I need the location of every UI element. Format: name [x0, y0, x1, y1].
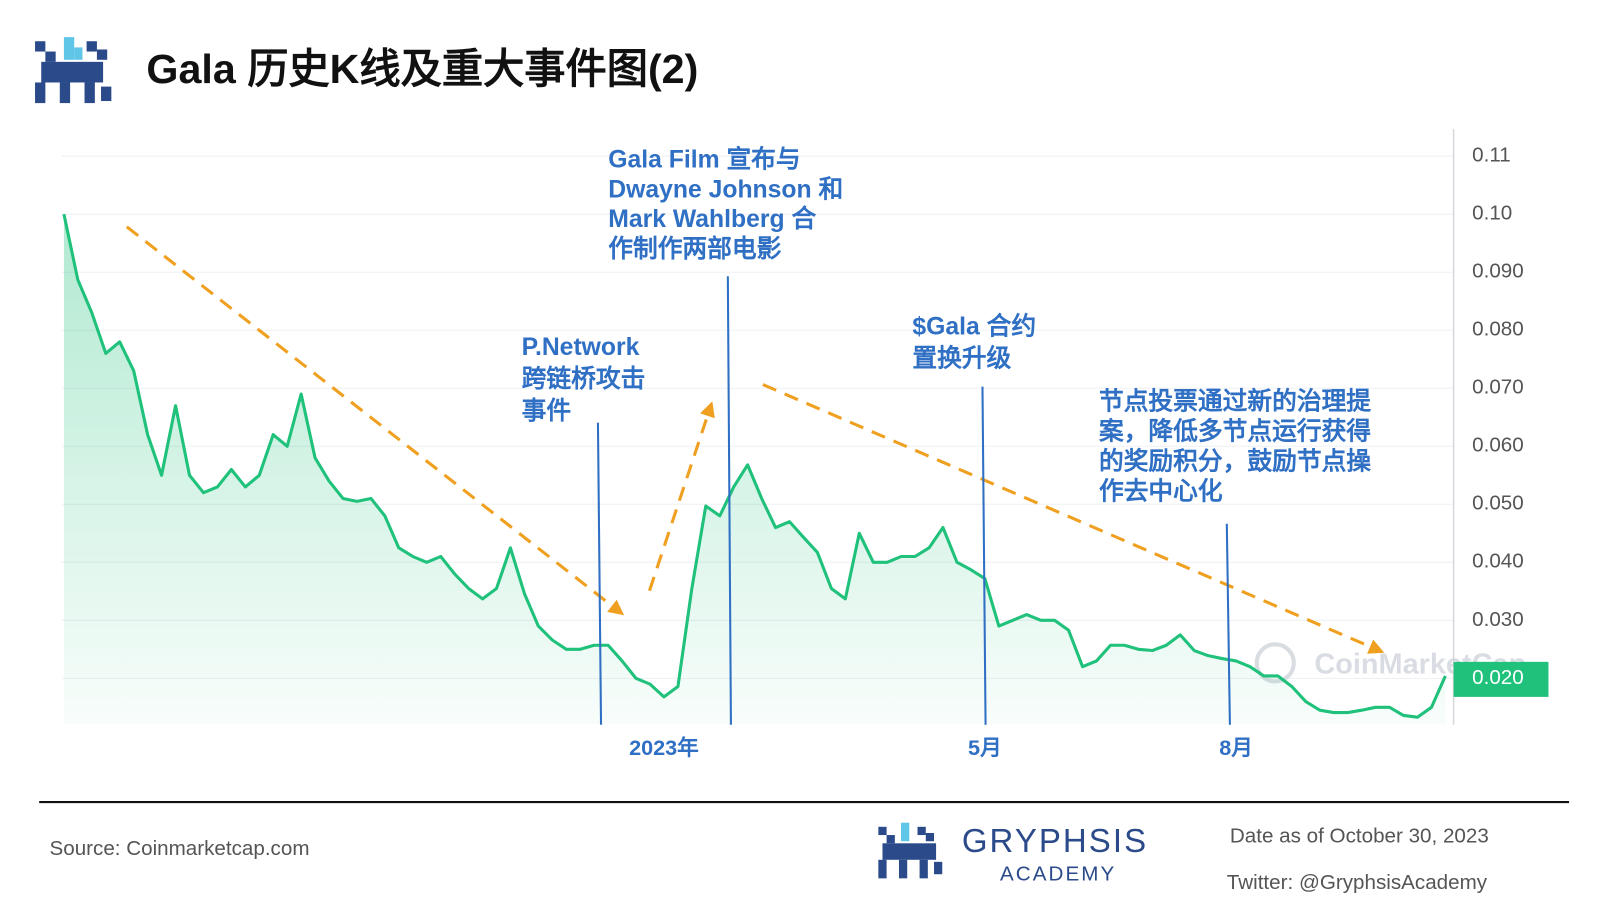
event-text: P.Network: [522, 334, 640, 361]
x-tick-label: 2023年: [629, 735, 699, 760]
brand: GRYPHSIS: [962, 822, 1148, 859]
event-text: 的奖励积分，鼓励节点操: [1099, 446, 1371, 475]
event-text: Mark Wahlberg 合: [608, 204, 816, 233]
logo: [35, 37, 112, 104]
trend-arrow: [648, 401, 715, 592]
event-line: [726, 276, 732, 725]
area-fill: [63, 214, 1446, 725]
event-line: [981, 386, 987, 725]
price-badge: [1453, 661, 1549, 697]
y-tick-label: 0.020: [1472, 666, 1524, 689]
event-line: [1225, 523, 1231, 725]
source: Source: Coinmarketcap.com: [49, 837, 309, 860]
event-text: 节点投票通过新的治理提: [1099, 387, 1371, 416]
x-tick-label: 8月: [1219, 735, 1253, 760]
twitter: Twitter: @GryphsisAcademy: [1227, 871, 1488, 894]
footer-logo: [878, 822, 943, 879]
event-line: [596, 422, 603, 725]
event-text: 跨链桥攻击: [522, 364, 646, 393]
trend-arrow: [762, 383, 1385, 654]
event-text: 案，降低多节点运行获得: [1098, 417, 1371, 446]
trend-arrow: [125, 225, 625, 616]
slide-title: Gala 历史K线及重大事件图(2): [146, 46, 698, 92]
y-tick-label: 0.11: [1472, 144, 1511, 167]
y-tick-label: 0.10: [1472, 202, 1512, 225]
y-tick-label: 0.070: [1472, 376, 1524, 399]
price-line: [62, 213, 1447, 719]
event-text: Gala Film 宣布与: [608, 144, 800, 173]
y-tick-label: 0.050: [1472, 492, 1524, 515]
y-tick-label: 0.040: [1472, 550, 1524, 573]
y-tick-label: 0.060: [1472, 434, 1524, 457]
event-text: Dwayne Johnson 和: [608, 175, 843, 203]
event-text: $Gala 合约: [912, 311, 1036, 340]
event-text: 事件: [522, 397, 572, 425]
event-text: 作制作两部电影: [608, 234, 781, 263]
x-tick-label: 5月: [968, 735, 1002, 760]
event-text: 作去中心化: [1099, 476, 1223, 505]
event-text: 置换升级: [912, 343, 1011, 372]
y-tick-label: 0.080: [1472, 318, 1524, 341]
date-note: Date as of October 30, 2023: [1230, 825, 1489, 848]
y-tick-label: 0.090: [1472, 260, 1524, 283]
brand-sub: ACADEMY: [1000, 863, 1116, 886]
y-tick-label: 0.030: [1472, 608, 1524, 631]
